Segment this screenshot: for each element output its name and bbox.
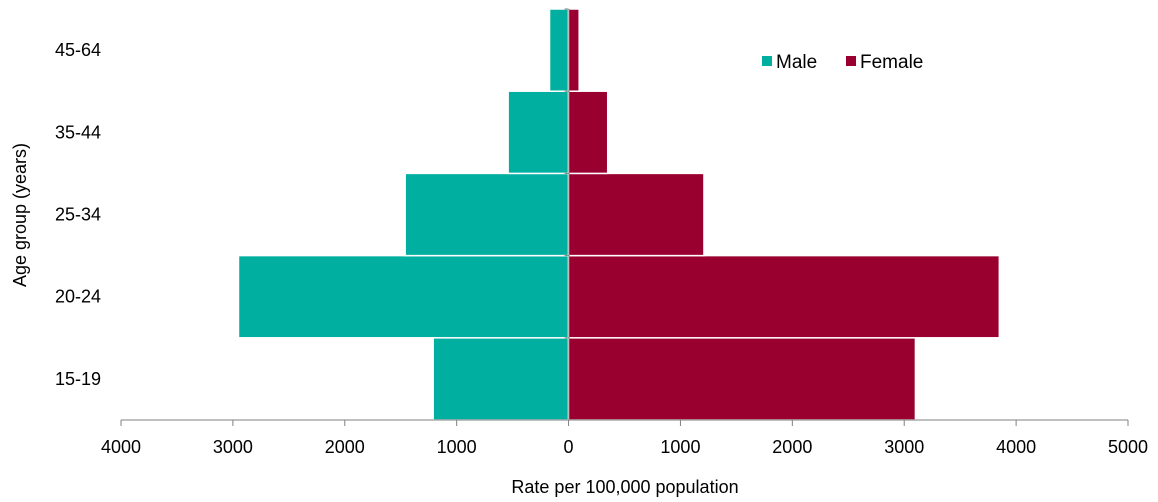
bar-female-25-34 (567, 172, 705, 257)
x-tick-label: 2000 (772, 437, 812, 457)
y-axis-title: Age group (years) (10, 143, 30, 287)
x-tick-label: 5000 (1108, 437, 1148, 457)
x-tick-label: 4000 (996, 437, 1036, 457)
category-label-35-44: 35-44 (55, 122, 101, 142)
x-tick-label: 3000 (884, 437, 924, 457)
bar-male-25-34 (404, 172, 570, 257)
x-tick-label: 0 (564, 437, 574, 457)
bar-female-20-24 (567, 254, 1001, 339)
bar-female-35-44 (567, 90, 609, 175)
bar-male-35-44 (507, 90, 570, 175)
category-label-15-19: 15-19 (55, 369, 101, 389)
x-tick-label: 2000 (325, 437, 365, 457)
category-label-45-64: 45-64 (55, 40, 101, 60)
legend: Male Female (762, 52, 923, 73)
x-tick-label: 3000 (213, 437, 253, 457)
legend-label-male: Male (776, 52, 817, 73)
legend-label-female: Female (860, 52, 923, 73)
bars-layer (237, 8, 1001, 421)
x-axis-title: Rate per 100,000 population (511, 477, 738, 497)
category-labels: 15-19 20-24 25-34 35-44 45-64 (55, 8, 569, 421)
legend-swatch-male (762, 56, 772, 66)
category-label-20-24: 20-24 (55, 287, 101, 307)
axes-layer (121, 9, 1128, 421)
bar-female-45-64 (567, 8, 580, 92)
x-tick-label: 4000 (101, 437, 141, 457)
bar-male-45-64 (548, 8, 570, 92)
legend-swatch-female (846, 56, 856, 66)
bar-female-15-19 (567, 337, 917, 421)
x-tick-label: 1000 (437, 437, 477, 457)
category-label-25-34: 25-34 (55, 205, 101, 225)
ticks-layer: 4000 3000 2000 1000 0 1000 2000 3000 4000 5000 (101, 420, 1148, 457)
x-tick-label: 1000 (660, 437, 700, 457)
bar-male-20-24 (237, 254, 570, 339)
bar-male-15-19 (432, 337, 570, 421)
